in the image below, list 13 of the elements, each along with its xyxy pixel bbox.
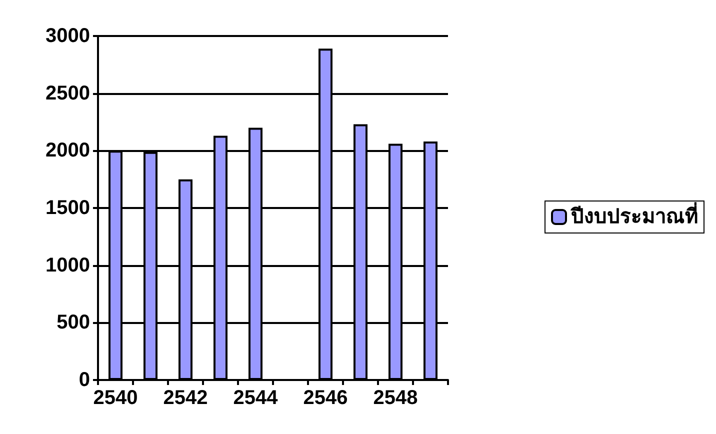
x-tick-label: 2540 <box>93 387 138 409</box>
x-tick-label: 2548 <box>373 387 418 409</box>
legend-label: ปีงบประมาณที่ <box>570 201 698 228</box>
x-tick-label: 2542 <box>163 387 208 409</box>
y-tick-label: 1000 <box>46 254 90 276</box>
y-tick-label: 500 <box>56 312 90 334</box>
y-tick-label: 2000 <box>46 140 90 162</box>
y-tick-label: 0 <box>78 369 90 391</box>
y-tick-label: 3000 <box>46 25 90 47</box>
y-tick-label: 2500 <box>46 82 90 104</box>
x-tick-label: 2546 <box>303 387 348 409</box>
x-tick-label: 2544 <box>233 387 279 409</box>
y-tick-label: 1500 <box>46 197 90 219</box>
